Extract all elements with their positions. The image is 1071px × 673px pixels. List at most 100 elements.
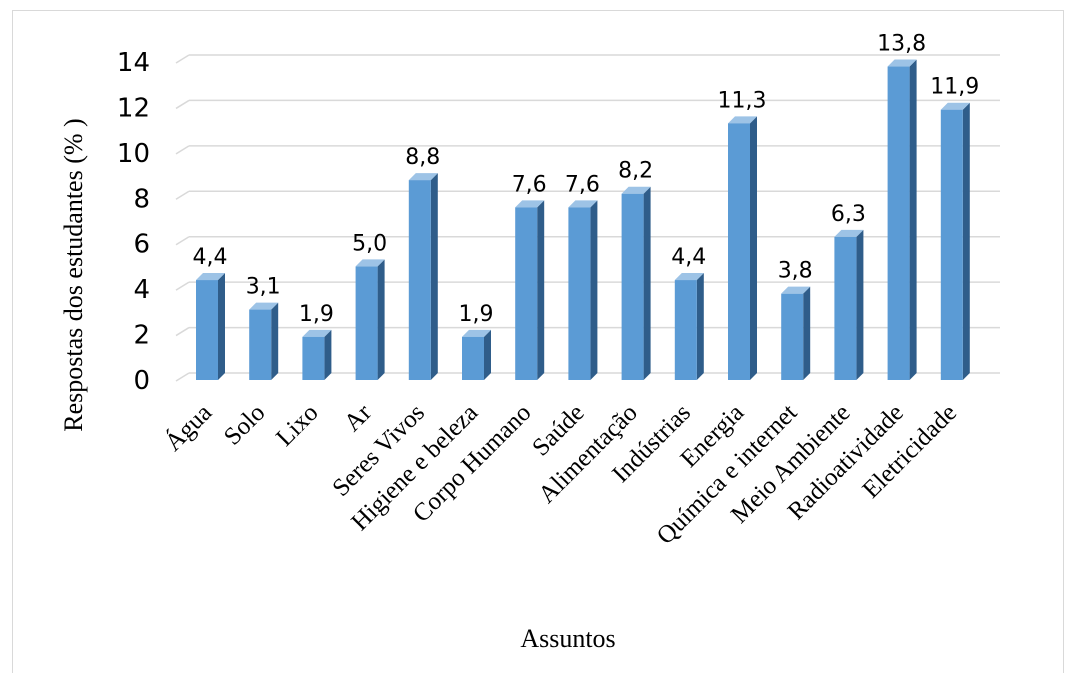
- bar-side-face: [537, 200, 545, 380]
- bar-front-face: [674, 280, 697, 380]
- bar-top-face: [196, 273, 225, 281]
- bar-side-face: [430, 173, 438, 380]
- bar-side-face: [484, 329, 491, 380]
- bar-top-face: [568, 200, 598, 208]
- data-label: 13,8: [877, 32, 926, 57]
- bar-side-face: [856, 229, 864, 380]
- data-label: 11,3: [718, 88, 767, 113]
- gridline-depth: [175, 372, 190, 382]
- data-label: 8,8: [405, 145, 440, 170]
- bar-side-face: [803, 286, 811, 380]
- gridline-depth: [175, 54, 190, 64]
- bar: [355, 259, 385, 380]
- y-axis-ticks: 0 2 4 6 8 10 12 14: [117, 48, 150, 396]
- chart-frame: [12, 10, 1064, 673]
- bar: [302, 329, 332, 380]
- bar-top-face: [940, 102, 970, 110]
- bar-side-face: [750, 116, 757, 380]
- bar-front-face: [462, 336, 484, 380]
- bar: [515, 200, 545, 380]
- bar-top-face: [834, 229, 864, 237]
- x-category-label: Água: [159, 398, 217, 456]
- y-tick-label: 6: [133, 230, 150, 260]
- bar: [249, 302, 279, 380]
- data-labels: 4,4 3,1 1,9 5,0 8,8 1,9 7,6 7,6 8,2 4,4 11,3 3,8 6,3…: [193, 32, 980, 327]
- bar-side-face: [643, 186, 651, 380]
- bar-top-face: [408, 173, 438, 181]
- x-category-label: Ar: [339, 399, 377, 437]
- data-label: 3,1: [246, 275, 281, 300]
- bar-front-face: [568, 207, 591, 380]
- data-label: 1,9: [299, 302, 334, 327]
- y-tick-label: 10: [117, 139, 150, 169]
- bar-front-face: [196, 280, 218, 380]
- bar-top-face: [728, 116, 757, 124]
- bar-front-face: [834, 236, 857, 380]
- y-axis-title: Respostas dos estudantes (% ): [59, 118, 88, 431]
- y-tick-label: 4: [133, 275, 150, 305]
- bar: [568, 200, 598, 380]
- bar-side-face: [590, 200, 598, 380]
- x-category-label: Lixo: [271, 399, 323, 451]
- y-tick-label: 2: [133, 321, 150, 351]
- bar-front-face: [781, 293, 804, 380]
- data-label: 6,3: [831, 202, 866, 227]
- bar-front-face: [621, 193, 644, 380]
- bar-front-face: [302, 336, 325, 380]
- bar: [462, 329, 491, 380]
- data-label: 7,6: [565, 172, 600, 197]
- bar-side-face: [377, 259, 385, 380]
- data-label: 1,9: [459, 302, 494, 327]
- bar-side-face: [324, 329, 332, 380]
- bar-front-face: [355, 266, 378, 380]
- bar-front-face: [515, 207, 538, 380]
- bar-front-face: [887, 66, 910, 381]
- x-axis-title: Assuntos: [520, 624, 615, 653]
- data-label: 5,0: [352, 231, 387, 256]
- bar-side-face: [696, 273, 704, 380]
- gridline-depth: [175, 326, 190, 337]
- bar: [196, 273, 225, 380]
- data-label: 4,4: [671, 245, 706, 270]
- bar: [674, 273, 704, 380]
- bar: [781, 286, 811, 380]
- data-label: 11,9: [930, 75, 979, 100]
- gridline-depth: [175, 236, 190, 246]
- bar-front-face: [728, 123, 750, 380]
- bar: [408, 173, 438, 380]
- y-tick-label: 8: [133, 184, 150, 214]
- bar-side-face: [218, 273, 225, 380]
- bar-front-face: [249, 309, 272, 380]
- bar-side-face: [909, 59, 917, 381]
- bar: [940, 102, 970, 380]
- bar: [621, 186, 651, 380]
- gridline-depth: [175, 190, 190, 200]
- gridline-depth: [175, 281, 190, 291]
- y-tick-label: 12: [117, 93, 150, 123]
- bar-top-face: [515, 200, 545, 208]
- gridline-depth: [175, 145, 190, 155]
- bar-top-face: [674, 273, 704, 281]
- y-tick-label: 0: [133, 366, 150, 396]
- data-label: 7,6: [512, 172, 547, 197]
- bar: [834, 229, 864, 380]
- bar: [887, 59, 917, 381]
- bar-front-face: [940, 109, 963, 380]
- bar-top-face: [302, 329, 332, 337]
- data-label: 4,4: [193, 245, 228, 270]
- gridline-depth: [175, 99, 190, 110]
- bar-side-face: [271, 302, 279, 380]
- bar-top-face: [621, 186, 651, 194]
- bar-top-face: [249, 302, 279, 310]
- bar-front-face: [408, 180, 431, 380]
- bar-top-face: [887, 59, 917, 67]
- data-label: 8,2: [618, 159, 653, 184]
- y-tick-label: 14: [117, 48, 150, 78]
- bars: [196, 59, 970, 381]
- bar-top-face: [355, 259, 385, 267]
- bar-top-face: [781, 286, 811, 294]
- x-category-label: Solo: [219, 399, 271, 451]
- bar: [728, 116, 757, 380]
